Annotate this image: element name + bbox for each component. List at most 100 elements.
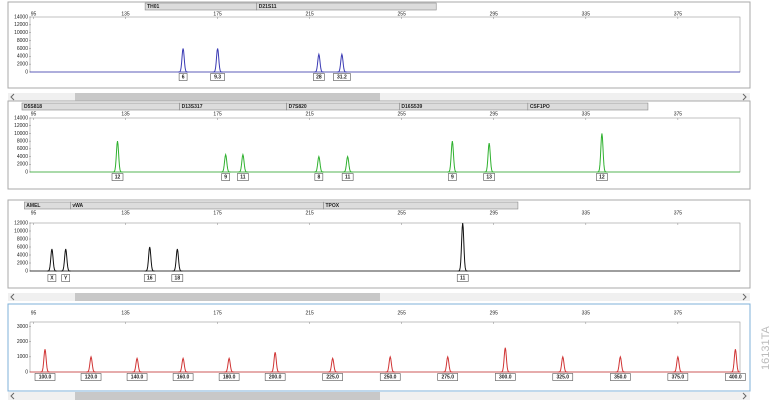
allele-label: 120.0 bbox=[85, 374, 98, 380]
y-tick-label: 2000 bbox=[17, 260, 28, 266]
panel-frame bbox=[7, 303, 751, 392]
allele-box bbox=[314, 173, 324, 181]
y-tick-label: 4000 bbox=[17, 154, 28, 160]
peak bbox=[224, 356, 235, 373]
y-tick-label: 2000 bbox=[17, 339, 28, 345]
allele-label: 375.0 bbox=[672, 374, 685, 380]
y-tick-label: 0 bbox=[25, 369, 28, 375]
allele-label: 160.0 bbox=[177, 374, 190, 380]
figure-code: 16131TA bbox=[760, 326, 772, 370]
scroll-left bbox=[10, 293, 15, 301]
locus-name: vWA bbox=[72, 203, 83, 209]
allele-box bbox=[596, 173, 608, 181]
allele-label: 12 bbox=[599, 174, 605, 180]
x-tick-label: 255 bbox=[398, 310, 407, 316]
y-tick-label: 6000 bbox=[17, 146, 28, 152]
peak bbox=[385, 355, 396, 373]
peak bbox=[237, 152, 248, 173]
allele-box bbox=[264, 373, 286, 381]
x-tick-label: 255 bbox=[398, 11, 407, 17]
allele-label: 250.0 bbox=[384, 374, 397, 380]
allele-label: 9 bbox=[451, 174, 454, 180]
allele-label: 200.0 bbox=[269, 374, 282, 380]
peak bbox=[132, 356, 143, 373]
allele-box bbox=[171, 274, 184, 282]
peak bbox=[178, 48, 189, 73]
allele-box bbox=[126, 373, 148, 381]
x-tick-label: 135 bbox=[121, 210, 130, 216]
locus-name: D13S317 bbox=[182, 104, 203, 110]
peak bbox=[220, 152, 231, 173]
y-tick-label: 4000 bbox=[17, 252, 28, 258]
x-tick-label: 215 bbox=[305, 210, 314, 216]
locus-name: D7S820 bbox=[289, 104, 307, 110]
y-tick-label: 10000 bbox=[14, 131, 28, 137]
y-tick-label: 10000 bbox=[14, 228, 28, 234]
allele-box bbox=[552, 373, 574, 381]
allele-box bbox=[341, 173, 354, 181]
scrollbar-thumb bbox=[75, 93, 380, 101]
locus-bin bbox=[70, 201, 324, 210]
allele-label: Y bbox=[64, 275, 68, 281]
y-tick-label: 6000 bbox=[17, 244, 28, 250]
peak bbox=[484, 142, 495, 173]
x-tick-label: 295 bbox=[490, 210, 499, 216]
allele-label: 8 bbox=[317, 174, 320, 180]
allele-label: 225.0 bbox=[326, 374, 339, 380]
allele-label: 18 bbox=[175, 275, 181, 281]
x-tick-label: 215 bbox=[305, 111, 314, 117]
locus-name: TPOX bbox=[325, 203, 339, 209]
y-tick-label: 4000 bbox=[17, 54, 28, 60]
peak bbox=[313, 52, 324, 73]
allele-label: X bbox=[50, 275, 54, 281]
allele-box bbox=[34, 373, 56, 381]
peak bbox=[500, 347, 511, 373]
allele-box bbox=[313, 73, 325, 81]
peak bbox=[212, 48, 223, 73]
panel-frame bbox=[7, 100, 751, 190]
x-tick-label: 175 bbox=[213, 111, 222, 117]
peak bbox=[327, 356, 338, 373]
x-tick-label: 255 bbox=[398, 111, 407, 117]
x-tick-label: 375 bbox=[674, 310, 683, 316]
allele-box bbox=[333, 73, 351, 81]
peak bbox=[40, 349, 51, 373]
x-tick-label: 255 bbox=[398, 210, 407, 216]
allele-box bbox=[47, 274, 57, 282]
x-tick-label: 95 bbox=[31, 11, 37, 17]
scroll-right bbox=[742, 293, 747, 301]
y-tick-label: 1000 bbox=[17, 354, 28, 360]
locus-name: CSF1PO bbox=[530, 104, 550, 110]
y-tick-label: 0 bbox=[25, 69, 28, 75]
allele-label: 12 bbox=[115, 174, 121, 180]
allele-label: 13 bbox=[486, 174, 492, 180]
x-tick-label: 335 bbox=[582, 210, 591, 216]
peak bbox=[336, 52, 347, 73]
y-tick-label: 0 bbox=[25, 268, 28, 274]
y-tick-label: 14000 bbox=[14, 115, 28, 121]
locus-bin bbox=[323, 201, 519, 210]
locus-bin bbox=[256, 2, 437, 11]
y-tick-label: 8000 bbox=[17, 38, 28, 44]
allele-label: 11 bbox=[460, 275, 466, 281]
allele-box bbox=[61, 274, 70, 282]
allele-box bbox=[178, 73, 188, 81]
allele-label: 275.0 bbox=[441, 374, 454, 380]
locus-bin bbox=[527, 102, 649, 111]
locus-name: D21S11 bbox=[259, 4, 277, 10]
allele-box bbox=[237, 173, 249, 181]
allele-box bbox=[379, 373, 401, 381]
peak bbox=[596, 133, 607, 173]
scroll-right bbox=[742, 93, 747, 101]
x-tick-label: 175 bbox=[213, 210, 222, 216]
allele-box bbox=[322, 373, 343, 381]
allele-box bbox=[210, 73, 225, 81]
allele-box bbox=[456, 274, 469, 282]
y-tick-label: 2000 bbox=[17, 162, 28, 168]
peak bbox=[172, 248, 183, 272]
locus-bin bbox=[144, 2, 258, 11]
y-tick-label: 0 bbox=[25, 169, 28, 175]
y-tick-label: 14000 bbox=[14, 14, 28, 20]
panel-frame bbox=[7, 199, 751, 289]
